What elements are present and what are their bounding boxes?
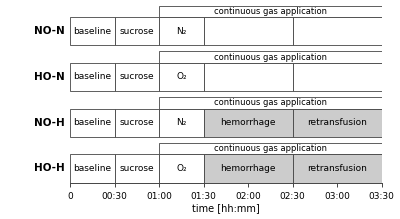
- Text: O₂: O₂: [176, 164, 187, 173]
- X-axis label: time [hh:mm]: time [hh:mm]: [192, 203, 260, 214]
- Text: sucrose: sucrose: [120, 164, 154, 173]
- Text: O₂: O₂: [176, 72, 187, 81]
- Text: baseline: baseline: [73, 164, 112, 173]
- Text: NO-N: NO-N: [34, 26, 64, 36]
- Text: hemorrhage: hemorrhage: [220, 164, 276, 173]
- Text: baseline: baseline: [73, 26, 112, 35]
- Bar: [159, 17, 204, 45]
- Text: retransfusion: retransfusion: [307, 118, 367, 127]
- Text: sucrose: sucrose: [120, 118, 154, 127]
- Bar: [70, 17, 115, 45]
- Bar: [159, 5, 382, 17]
- Bar: [115, 63, 159, 91]
- Bar: [292, 108, 382, 137]
- Bar: [159, 143, 382, 154]
- Bar: [292, 154, 382, 183]
- Bar: [159, 63, 204, 91]
- Text: sucrose: sucrose: [120, 72, 154, 81]
- Bar: [115, 108, 159, 137]
- Text: baseline: baseline: [73, 72, 112, 81]
- Bar: [292, 63, 382, 91]
- Bar: [115, 17, 159, 45]
- Bar: [159, 97, 382, 108]
- Bar: [159, 154, 204, 183]
- Bar: [292, 17, 382, 45]
- Text: continuous gas application: continuous gas application: [214, 144, 327, 153]
- Bar: [115, 154, 159, 183]
- Text: HO-N: HO-N: [34, 72, 64, 82]
- Bar: [204, 108, 292, 137]
- Bar: [204, 154, 292, 183]
- Text: sucrose: sucrose: [120, 26, 154, 35]
- Bar: [70, 154, 115, 183]
- Text: N₂: N₂: [176, 118, 186, 127]
- Bar: [204, 63, 292, 91]
- Text: retransfusion: retransfusion: [307, 164, 367, 173]
- Text: continuous gas application: continuous gas application: [214, 98, 327, 107]
- Text: continuous gas application: continuous gas application: [214, 7, 327, 16]
- Bar: [70, 63, 115, 91]
- Text: N₂: N₂: [176, 26, 186, 35]
- Text: HO-H: HO-H: [34, 163, 64, 173]
- Bar: [159, 51, 382, 63]
- Text: baseline: baseline: [73, 118, 112, 127]
- Bar: [70, 108, 115, 137]
- Text: continuous gas application: continuous gas application: [214, 53, 327, 62]
- Text: hemorrhage: hemorrhage: [220, 118, 276, 127]
- Bar: [204, 17, 292, 45]
- Text: NO-H: NO-H: [34, 118, 64, 128]
- Bar: [159, 108, 204, 137]
